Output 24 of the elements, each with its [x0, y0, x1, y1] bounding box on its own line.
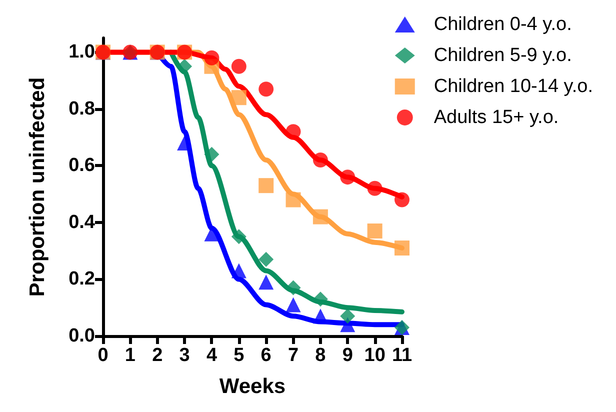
y-tick-label: 1.0 — [68, 42, 95, 63]
y-tick-label: 0.2 — [68, 268, 95, 290]
x-tick-label: 11 — [392, 345, 412, 366]
x-tick-label: 8 — [315, 345, 326, 366]
legend-label: Children 10-14 y.o. — [434, 76, 593, 97]
x-tick-label: 3 — [179, 345, 190, 366]
legend-label: Adults 15+ y.o. — [434, 107, 559, 128]
legend-label: Children 5-9 y.o. — [434, 45, 572, 66]
x-tick-label: 6 — [260, 345, 272, 366]
x-tick-label: 5 — [234, 345, 245, 366]
y-tick-label: 0.6 — [68, 155, 95, 176]
x-tick-label: 2 — [152, 345, 163, 366]
y-tick-label: 0.0 — [68, 326, 95, 346]
x-tick-label: 1 — [124, 345, 136, 366]
y-tick-label: 0.8 — [68, 98, 95, 120]
y-tick-label: 0.4 — [68, 212, 96, 233]
legend-label: Children 0-4 y.o. — [434, 14, 572, 35]
y-axis-title: Proportion uninfected — [26, 77, 49, 297]
x-tick-label: 10 — [364, 345, 386, 366]
x-tick-label: 4 — [206, 345, 218, 366]
x-tick-label: 7 — [288, 345, 299, 366]
x-axis-title: Weeks — [219, 375, 286, 398]
x-tick-label: 9 — [342, 345, 353, 366]
x-tick-label: 0 — [98, 345, 108, 366]
